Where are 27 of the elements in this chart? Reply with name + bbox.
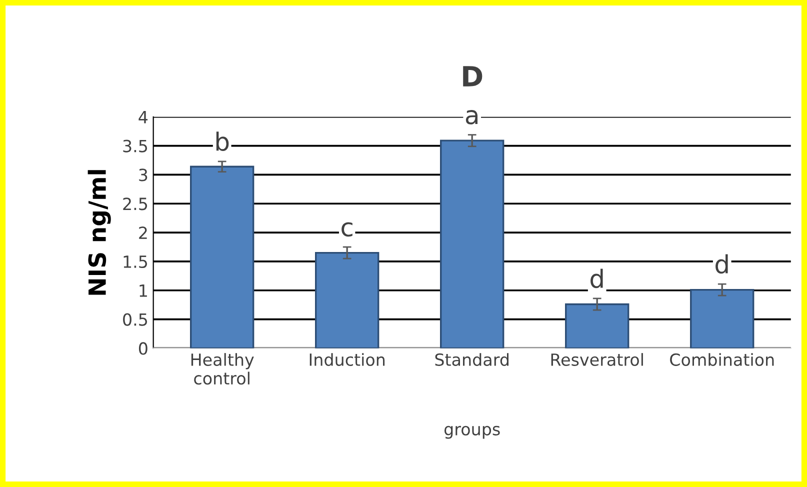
x-tick-label: Standard bbox=[435, 353, 508, 366]
chart-title: D bbox=[463, 66, 482, 86]
annotation: a bbox=[466, 110, 478, 124]
bar bbox=[190, 166, 254, 348]
y-tick-label: 4 bbox=[138, 111, 148, 124]
bar bbox=[315, 252, 380, 348]
x-tick-label: Healthy control bbox=[191, 353, 254, 385]
x-tick-label: Induction bbox=[310, 353, 385, 366]
y-tick-label: 2.5 bbox=[123, 198, 148, 210]
annotation: d bbox=[716, 254, 728, 274]
x-tick-label: Resveratrol bbox=[551, 353, 643, 366]
annotation: b bbox=[216, 132, 229, 152]
x-tick-label: Combination bbox=[670, 353, 774, 366]
x-axis-title: groups bbox=[444, 426, 500, 439]
annotation: c bbox=[342, 222, 352, 237]
annotation: d bbox=[590, 268, 603, 288]
y-tick-label: 1.5 bbox=[124, 256, 148, 268]
y-tick-label: 1 bbox=[140, 284, 147, 297]
bar bbox=[440, 140, 504, 348]
y-tick-label: 0.5 bbox=[123, 313, 148, 326]
y-tick-label: 0 bbox=[138, 342, 148, 355]
y-tick-label: 2 bbox=[139, 226, 147, 239]
y-axis-title: NIS ng/ml bbox=[88, 170, 111, 295]
bar bbox=[690, 288, 754, 348]
y-tick-label: 3.5 bbox=[123, 140, 148, 152]
y-tick-label: 3 bbox=[139, 168, 148, 182]
bar bbox=[565, 303, 630, 348]
